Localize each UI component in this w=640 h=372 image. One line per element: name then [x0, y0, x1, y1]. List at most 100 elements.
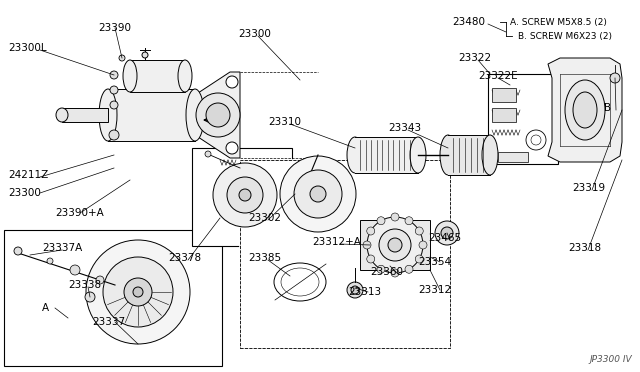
Text: 23338: 23338: [68, 280, 101, 290]
Text: 23312+A: 23312+A: [312, 237, 361, 247]
Circle shape: [415, 227, 423, 235]
Bar: [492, 88, 516, 102]
Ellipse shape: [56, 108, 68, 122]
Ellipse shape: [440, 135, 456, 175]
Circle shape: [419, 241, 427, 249]
Text: 23302: 23302: [248, 213, 281, 223]
Text: 23385: 23385: [248, 253, 281, 263]
Circle shape: [531, 135, 541, 145]
Circle shape: [405, 217, 413, 225]
Circle shape: [377, 265, 385, 273]
Circle shape: [367, 227, 375, 235]
Text: 24211Z: 24211Z: [8, 170, 48, 180]
Text: 23480: 23480: [452, 17, 485, 27]
Text: 23319: 23319: [572, 183, 605, 193]
Circle shape: [294, 170, 342, 218]
Bar: [240, 160, 450, 348]
Circle shape: [610, 73, 620, 83]
Polygon shape: [448, 135, 490, 175]
Ellipse shape: [482, 135, 498, 175]
Circle shape: [103, 257, 173, 327]
Bar: [192, 148, 292, 246]
Circle shape: [109, 130, 119, 140]
Circle shape: [86, 240, 190, 344]
Polygon shape: [62, 108, 108, 122]
Text: 23300L: 23300L: [8, 43, 47, 53]
Text: A: A: [42, 303, 49, 313]
Text: 23322E: 23322E: [478, 71, 518, 81]
Polygon shape: [360, 220, 430, 270]
Circle shape: [206, 103, 230, 127]
Ellipse shape: [347, 137, 363, 173]
Circle shape: [391, 269, 399, 277]
Polygon shape: [355, 137, 418, 173]
Circle shape: [110, 86, 118, 94]
Circle shape: [415, 255, 423, 263]
Circle shape: [226, 76, 238, 88]
Circle shape: [379, 229, 411, 261]
Text: B. SCREW M6X23 (2): B. SCREW M6X23 (2): [518, 32, 612, 41]
Ellipse shape: [410, 137, 426, 173]
Circle shape: [351, 286, 359, 294]
Text: JP3300 IV: JP3300 IV: [589, 355, 632, 364]
Text: 23337: 23337: [92, 317, 125, 327]
Circle shape: [388, 238, 402, 252]
Text: 23313: 23313: [348, 287, 381, 297]
Text: 23322: 23322: [458, 53, 491, 63]
Circle shape: [133, 287, 143, 297]
Text: 23465: 23465: [428, 233, 461, 243]
Text: 23337A: 23337A: [42, 243, 83, 253]
Ellipse shape: [99, 89, 117, 141]
Text: 23360: 23360: [370, 267, 403, 277]
Polygon shape: [130, 60, 185, 92]
Circle shape: [367, 217, 423, 273]
Circle shape: [14, 247, 22, 255]
Bar: [240, 160, 450, 348]
Circle shape: [124, 278, 152, 306]
Circle shape: [205, 151, 211, 157]
Circle shape: [96, 276, 104, 284]
Text: 23390+A: 23390+A: [55, 208, 104, 218]
Circle shape: [435, 221, 459, 245]
Circle shape: [196, 93, 240, 137]
Circle shape: [367, 255, 375, 263]
Polygon shape: [108, 89, 195, 141]
Text: A. SCREW M5X8.5 (2): A. SCREW M5X8.5 (2): [510, 17, 607, 26]
Bar: [240, 160, 450, 348]
Circle shape: [142, 52, 148, 58]
Text: 23318: 23318: [568, 243, 601, 253]
Text: 23378: 23378: [168, 253, 201, 263]
Bar: [492, 108, 516, 122]
Ellipse shape: [565, 80, 605, 140]
Bar: [4, 230, 222, 366]
Text: 23312: 23312: [418, 285, 451, 295]
Circle shape: [85, 292, 95, 302]
Circle shape: [226, 142, 238, 154]
Polygon shape: [195, 72, 240, 158]
Circle shape: [110, 71, 118, 79]
Text: 23300: 23300: [8, 188, 41, 198]
Circle shape: [47, 258, 53, 264]
Bar: [498, 152, 528, 162]
Polygon shape: [548, 58, 622, 162]
Circle shape: [363, 241, 371, 249]
Ellipse shape: [186, 89, 204, 141]
Text: 23390: 23390: [98, 23, 131, 33]
Circle shape: [377, 217, 385, 225]
Circle shape: [227, 177, 263, 213]
Circle shape: [310, 186, 326, 202]
Text: 23300: 23300: [238, 29, 271, 39]
Ellipse shape: [281, 268, 319, 296]
Circle shape: [239, 189, 251, 201]
Ellipse shape: [123, 60, 137, 92]
Circle shape: [391, 213, 399, 221]
Circle shape: [405, 265, 413, 273]
Circle shape: [110, 101, 118, 109]
Text: 23354: 23354: [418, 257, 451, 267]
Text: B: B: [604, 103, 611, 113]
Text: 23310: 23310: [268, 117, 301, 127]
Bar: [488, 74, 558, 164]
Ellipse shape: [573, 92, 597, 128]
Circle shape: [119, 55, 125, 61]
Circle shape: [280, 156, 356, 232]
